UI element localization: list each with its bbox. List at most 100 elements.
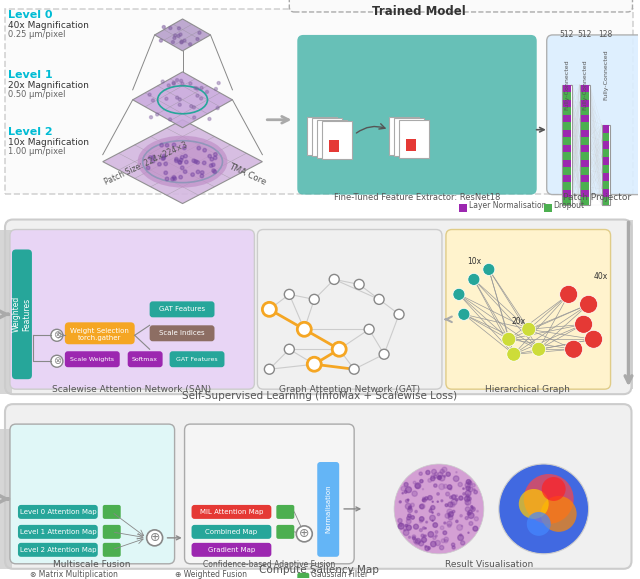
Circle shape xyxy=(458,309,470,320)
Circle shape xyxy=(440,522,445,527)
FancyBboxPatch shape xyxy=(128,351,163,367)
Circle shape xyxy=(440,475,443,478)
Circle shape xyxy=(218,97,221,100)
Circle shape xyxy=(419,499,424,504)
Circle shape xyxy=(394,464,484,554)
Circle shape xyxy=(459,539,460,540)
Circle shape xyxy=(470,515,473,518)
Circle shape xyxy=(414,536,420,542)
Text: 512: 512 xyxy=(577,30,592,39)
Bar xyxy=(563,107,571,115)
Circle shape xyxy=(472,487,477,492)
Circle shape xyxy=(194,162,198,165)
Circle shape xyxy=(216,102,220,105)
Circle shape xyxy=(450,481,454,486)
Text: 0.50 μm/pixel: 0.50 μm/pixel xyxy=(8,90,65,99)
Text: 512: 512 xyxy=(559,30,574,39)
Circle shape xyxy=(147,530,163,546)
Bar xyxy=(603,173,609,181)
Text: GAT Features: GAT Features xyxy=(159,306,205,312)
Bar xyxy=(580,107,589,115)
Circle shape xyxy=(449,502,454,507)
FancyBboxPatch shape xyxy=(10,424,175,564)
Bar xyxy=(580,85,589,204)
Bar xyxy=(580,160,589,167)
Bar xyxy=(563,182,571,189)
Circle shape xyxy=(429,541,435,547)
Circle shape xyxy=(420,477,422,480)
Circle shape xyxy=(422,476,428,482)
Circle shape xyxy=(162,156,165,160)
Circle shape xyxy=(176,168,180,171)
FancyBboxPatch shape xyxy=(150,301,214,317)
Circle shape xyxy=(211,111,214,113)
Bar xyxy=(563,85,571,92)
Circle shape xyxy=(433,518,434,519)
Circle shape xyxy=(410,504,415,509)
Bar xyxy=(580,137,589,145)
Bar xyxy=(307,117,337,155)
Circle shape xyxy=(420,508,424,511)
Circle shape xyxy=(412,509,413,510)
Circle shape xyxy=(264,364,275,374)
Circle shape xyxy=(465,523,467,526)
Circle shape xyxy=(412,514,416,518)
Circle shape xyxy=(199,175,203,178)
Bar xyxy=(580,100,589,107)
Circle shape xyxy=(150,156,153,159)
Circle shape xyxy=(464,481,468,485)
Circle shape xyxy=(419,543,421,545)
Circle shape xyxy=(309,294,319,305)
Circle shape xyxy=(441,491,442,492)
Circle shape xyxy=(413,474,418,479)
Circle shape xyxy=(143,96,146,99)
Text: Fully-Connected: Fully-Connected xyxy=(603,50,608,100)
Circle shape xyxy=(162,34,164,37)
Bar xyxy=(603,133,609,141)
Bar xyxy=(580,152,589,160)
Circle shape xyxy=(584,330,603,348)
Circle shape xyxy=(457,514,459,516)
Bar xyxy=(562,85,572,204)
Bar xyxy=(563,160,571,167)
Text: Hierarchical Graph: Hierarchical Graph xyxy=(485,385,570,394)
Bar xyxy=(618,219,634,389)
Circle shape xyxy=(195,34,198,36)
Circle shape xyxy=(442,502,447,506)
Circle shape xyxy=(349,364,359,374)
Circle shape xyxy=(473,488,478,493)
Circle shape xyxy=(182,155,186,158)
Circle shape xyxy=(412,509,415,511)
FancyBboxPatch shape xyxy=(257,229,442,389)
Bar xyxy=(563,122,571,130)
Circle shape xyxy=(186,171,189,175)
Circle shape xyxy=(450,532,451,533)
Text: ⊕ Weighted Fusion: ⊕ Weighted Fusion xyxy=(175,570,246,579)
Circle shape xyxy=(175,143,179,146)
Bar xyxy=(406,139,416,151)
Circle shape xyxy=(468,500,473,504)
Circle shape xyxy=(400,488,404,492)
Circle shape xyxy=(424,473,428,477)
Circle shape xyxy=(329,274,339,284)
Circle shape xyxy=(186,25,189,28)
Text: Multiscale Fusion: Multiscale Fusion xyxy=(53,560,131,569)
Circle shape xyxy=(428,488,433,493)
Bar xyxy=(580,122,589,130)
Text: Self-Supervised Learning (InfoMax + Scalewise Loss): Self-Supervised Learning (InfoMax + Scal… xyxy=(182,391,457,401)
Bar xyxy=(603,124,609,133)
Circle shape xyxy=(196,155,200,158)
FancyBboxPatch shape xyxy=(103,505,121,519)
Circle shape xyxy=(428,485,430,486)
Circle shape xyxy=(442,504,444,505)
Circle shape xyxy=(440,486,445,490)
FancyBboxPatch shape xyxy=(298,573,309,579)
Circle shape xyxy=(426,542,428,543)
Circle shape xyxy=(415,536,420,541)
Text: Fine-Tuned Feature Extractor: ResNet18: Fine-Tuned Feature Extractor: ResNet18 xyxy=(334,193,500,201)
Circle shape xyxy=(163,30,165,32)
Circle shape xyxy=(189,155,193,158)
Circle shape xyxy=(196,82,199,85)
Text: GAT Features: GAT Features xyxy=(176,357,218,362)
Bar xyxy=(5,9,634,193)
